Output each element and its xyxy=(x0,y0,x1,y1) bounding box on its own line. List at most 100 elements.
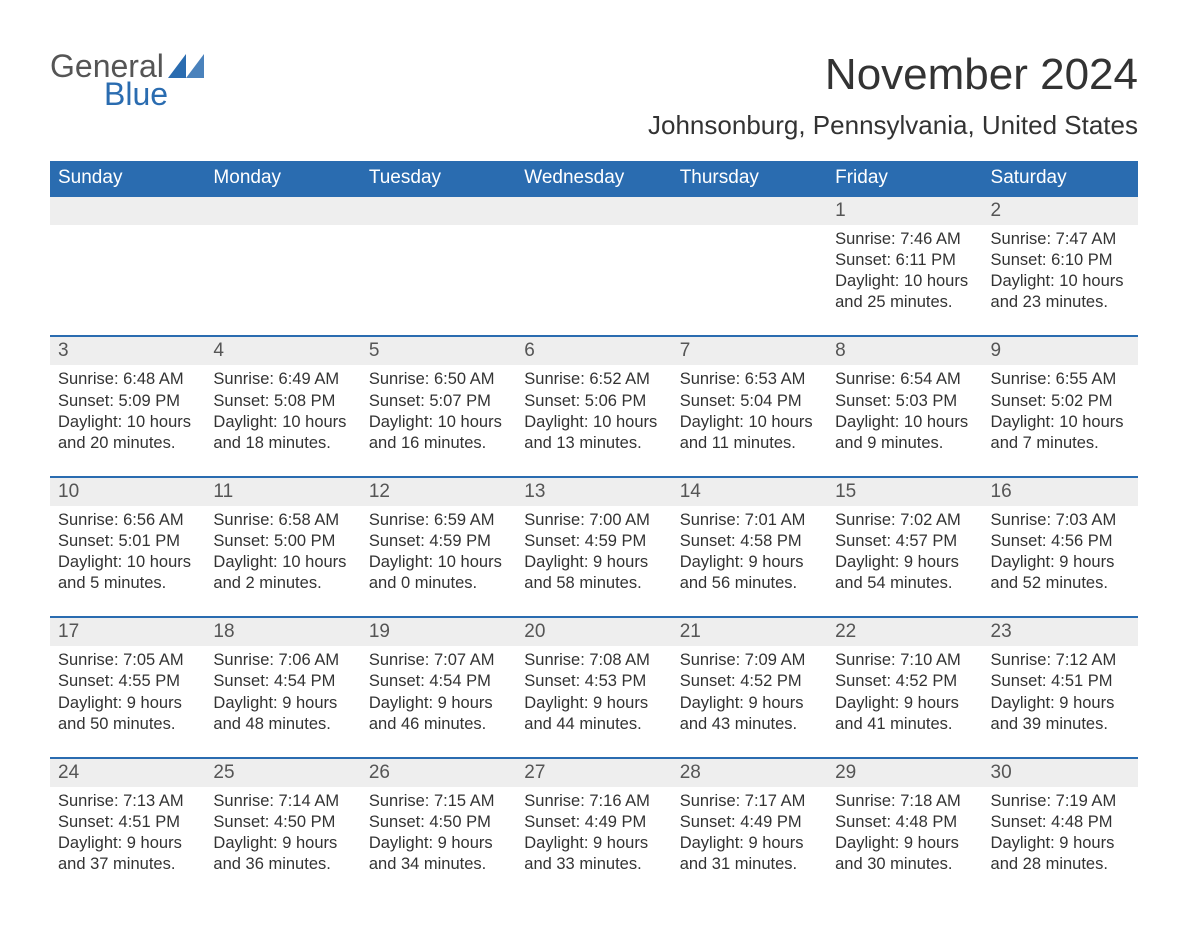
sunset-line: Sunset: 4:49 PM xyxy=(680,812,821,833)
sunset-line: Sunset: 4:50 PM xyxy=(213,812,354,833)
day-details: Sunrise: 7:15 AMSunset: 4:50 PMDaylight:… xyxy=(361,787,516,879)
day-details: Sunrise: 6:58 AMSunset: 5:00 PMDaylight:… xyxy=(205,506,360,598)
daylight-line: Daylight: 9 hours and 46 minutes. xyxy=(369,693,510,735)
day-cell xyxy=(516,197,671,317)
sunset-line: Sunset: 5:07 PM xyxy=(369,391,510,412)
daylight-line: Daylight: 10 hours and 16 minutes. xyxy=(369,412,510,454)
daynum: 7 xyxy=(672,337,827,365)
daylight-line: Daylight: 9 hours and 41 minutes. xyxy=(835,693,976,735)
sunrise-line: Sunrise: 7:10 AM xyxy=(835,650,976,671)
day-details: Sunrise: 6:50 AMSunset: 5:07 PMDaylight:… xyxy=(361,365,516,457)
week-row: 17Sunrise: 7:05 AMSunset: 4:55 PMDayligh… xyxy=(50,616,1138,738)
daylight-line: Daylight: 10 hours and 20 minutes. xyxy=(58,412,199,454)
day-cell: 1Sunrise: 7:46 AMSunset: 6:11 PMDaylight… xyxy=(827,197,982,317)
daylight-line: Daylight: 9 hours and 31 minutes. xyxy=(680,833,821,875)
daynum: 9 xyxy=(983,337,1138,365)
weeks-container: 1Sunrise: 7:46 AMSunset: 6:11 PMDaylight… xyxy=(50,197,1138,879)
daylight-line: Daylight: 9 hours and 30 minutes. xyxy=(835,833,976,875)
sunrise-line: Sunrise: 7:00 AM xyxy=(524,510,665,531)
sunset-line: Sunset: 4:52 PM xyxy=(835,671,976,692)
daylight-line: Daylight: 10 hours and 5 minutes. xyxy=(58,552,199,594)
sunrise-line: Sunrise: 6:58 AM xyxy=(213,510,354,531)
sunrise-line: Sunrise: 7:13 AM xyxy=(58,791,199,812)
sunrise-line: Sunrise: 6:53 AM xyxy=(680,369,821,390)
sunset-line: Sunset: 6:10 PM xyxy=(991,250,1132,271)
week-row: 10Sunrise: 6:56 AMSunset: 5:01 PMDayligh… xyxy=(50,476,1138,598)
daylight-line: Daylight: 9 hours and 37 minutes. xyxy=(58,833,199,875)
daynum: 15 xyxy=(827,478,982,506)
daynum: 30 xyxy=(983,759,1138,787)
day-cell: 12Sunrise: 6:59 AMSunset: 4:59 PMDayligh… xyxy=(361,478,516,598)
day-details: Sunrise: 7:13 AMSunset: 4:51 PMDaylight:… xyxy=(50,787,205,879)
dow-cell: Monday xyxy=(205,161,360,197)
day-cell: 29Sunrise: 7:18 AMSunset: 4:48 PMDayligh… xyxy=(827,759,982,879)
daylight-line: Daylight: 9 hours and 33 minutes. xyxy=(524,833,665,875)
day-cell: 3Sunrise: 6:48 AMSunset: 5:09 PMDaylight… xyxy=(50,337,205,457)
week-row: 3Sunrise: 6:48 AMSunset: 5:09 PMDaylight… xyxy=(50,335,1138,457)
daylight-line: Daylight: 10 hours and 11 minutes. xyxy=(680,412,821,454)
daynum: 1 xyxy=(827,197,982,225)
day-details: Sunrise: 7:16 AMSunset: 4:49 PMDaylight:… xyxy=(516,787,671,879)
daylight-line: Daylight: 9 hours and 36 minutes. xyxy=(213,833,354,875)
sunset-line: Sunset: 4:51 PM xyxy=(58,812,199,833)
day-details: Sunrise: 7:14 AMSunset: 4:50 PMDaylight:… xyxy=(205,787,360,879)
day-cell: 26Sunrise: 7:15 AMSunset: 4:50 PMDayligh… xyxy=(361,759,516,879)
day-cell: 18Sunrise: 7:06 AMSunset: 4:54 PMDayligh… xyxy=(205,618,360,738)
daylight-line: Daylight: 9 hours and 43 minutes. xyxy=(680,693,821,735)
day-cell: 30Sunrise: 7:19 AMSunset: 4:48 PMDayligh… xyxy=(983,759,1138,879)
daylight-line: Daylight: 9 hours and 54 minutes. xyxy=(835,552,976,594)
daylight-line: Daylight: 10 hours and 7 minutes. xyxy=(991,412,1132,454)
daynum: 21 xyxy=(672,618,827,646)
day-cell: 5Sunrise: 6:50 AMSunset: 5:07 PMDaylight… xyxy=(361,337,516,457)
sunrise-line: Sunrise: 6:56 AM xyxy=(58,510,199,531)
day-details: Sunrise: 7:47 AMSunset: 6:10 PMDaylight:… xyxy=(983,225,1138,317)
day-details: Sunrise: 7:12 AMSunset: 4:51 PMDaylight:… xyxy=(983,646,1138,738)
sunrise-line: Sunrise: 7:05 AM xyxy=(58,650,199,671)
daylight-line: Daylight: 9 hours and 34 minutes. xyxy=(369,833,510,875)
day-cell: 8Sunrise: 6:54 AMSunset: 5:03 PMDaylight… xyxy=(827,337,982,457)
brand-logo: General Blue xyxy=(50,50,204,110)
daylight-line: Daylight: 9 hours and 44 minutes. xyxy=(524,693,665,735)
daylight-line: Daylight: 10 hours and 2 minutes. xyxy=(213,552,354,594)
day-cell xyxy=(361,197,516,317)
sunset-line: Sunset: 4:55 PM xyxy=(58,671,199,692)
sunset-line: Sunset: 4:54 PM xyxy=(213,671,354,692)
day-details: Sunrise: 7:03 AMSunset: 4:56 PMDaylight:… xyxy=(983,506,1138,598)
daynum-empty xyxy=(361,197,516,225)
daynum: 18 xyxy=(205,618,360,646)
daynum: 13 xyxy=(516,478,671,506)
day-details: Sunrise: 7:01 AMSunset: 4:58 PMDaylight:… xyxy=(672,506,827,598)
day-cell: 25Sunrise: 7:14 AMSunset: 4:50 PMDayligh… xyxy=(205,759,360,879)
daynum: 19 xyxy=(361,618,516,646)
day-cell: 16Sunrise: 7:03 AMSunset: 4:56 PMDayligh… xyxy=(983,478,1138,598)
day-cell xyxy=(205,197,360,317)
daynum-empty xyxy=(672,197,827,225)
flag-icon xyxy=(168,54,204,78)
day-details: Sunrise: 6:48 AMSunset: 5:09 PMDaylight:… xyxy=(50,365,205,457)
sunset-line: Sunset: 5:03 PM xyxy=(835,391,976,412)
sunset-line: Sunset: 5:08 PM xyxy=(213,391,354,412)
dow-cell: Wednesday xyxy=(516,161,671,197)
daynum: 25 xyxy=(205,759,360,787)
sunset-line: Sunset: 4:58 PM xyxy=(680,531,821,552)
sunrise-line: Sunrise: 7:46 AM xyxy=(835,229,976,250)
daynum: 28 xyxy=(672,759,827,787)
daynum: 10 xyxy=(50,478,205,506)
day-cell: 6Sunrise: 6:52 AMSunset: 5:06 PMDaylight… xyxy=(516,337,671,457)
brand-text-2: Blue xyxy=(104,78,204,110)
sunset-line: Sunset: 5:01 PM xyxy=(58,531,199,552)
dow-cell: Sunday xyxy=(50,161,205,197)
daylight-line: Daylight: 9 hours and 52 minutes. xyxy=(991,552,1132,594)
day-cell: 27Sunrise: 7:16 AMSunset: 4:49 PMDayligh… xyxy=(516,759,671,879)
sunset-line: Sunset: 5:04 PM xyxy=(680,391,821,412)
day-cell: 24Sunrise: 7:13 AMSunset: 4:51 PMDayligh… xyxy=(50,759,205,879)
dow-cell: Friday xyxy=(827,161,982,197)
daynum: 3 xyxy=(50,337,205,365)
title-block: November 2024 Johnsonburg, Pennsylvania,… xyxy=(648,50,1138,155)
sunrise-line: Sunrise: 7:14 AM xyxy=(213,791,354,812)
daynum: 11 xyxy=(205,478,360,506)
sunset-line: Sunset: 5:06 PM xyxy=(524,391,665,412)
daylight-line: Daylight: 10 hours and 9 minutes. xyxy=(835,412,976,454)
sunset-line: Sunset: 5:00 PM xyxy=(213,531,354,552)
sunrise-line: Sunrise: 7:16 AM xyxy=(524,791,665,812)
